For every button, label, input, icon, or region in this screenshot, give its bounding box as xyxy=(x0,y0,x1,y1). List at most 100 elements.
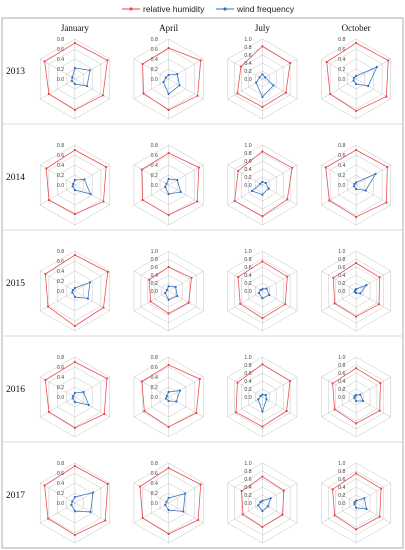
humidity-point xyxy=(285,409,288,413)
wind-point xyxy=(258,76,261,79)
humidity-point xyxy=(355,215,358,219)
year-label: 2013 xyxy=(6,67,25,77)
humidity-point xyxy=(239,302,242,305)
radar-panel: 0.8 0.6 0.4 0.2 0.0 xyxy=(321,37,392,120)
humidity-point xyxy=(355,422,358,425)
wind-point xyxy=(72,288,75,292)
humidity-point xyxy=(190,276,193,279)
radial-tick-label: 0.8 xyxy=(244,363,251,369)
radial-tick-label: 0.0 xyxy=(151,501,158,507)
wind-point xyxy=(178,84,181,87)
radial-tick-label: 0.6 xyxy=(57,153,64,159)
radial-tick-label: 0.6 xyxy=(244,265,251,271)
radial-tick-label: 0.4 xyxy=(151,57,158,63)
humidity-point xyxy=(261,105,264,109)
radial-tick-label: 0.0 xyxy=(338,289,345,295)
wind-point xyxy=(355,181,358,184)
radar-spoke xyxy=(40,78,75,100)
humidity-point xyxy=(379,381,382,385)
humidity-point xyxy=(378,515,381,518)
radar-panel: 1.0 0.8 0.6 0.4 0.2 0.0 xyxy=(227,143,298,226)
radial-tick-label: 0.4 xyxy=(151,481,158,487)
humidity-point xyxy=(47,198,51,202)
humidity-point xyxy=(44,378,47,382)
radial-tick-label: 0.4 xyxy=(244,61,251,67)
radar-spoke xyxy=(227,502,263,524)
radial-tick-label: 0.8 xyxy=(57,249,64,255)
wind-point xyxy=(174,285,177,289)
wind-point xyxy=(353,396,356,400)
radar-spoke xyxy=(356,502,391,524)
radar-panel: 0.8 0.6 0.4 0.2 0.0 xyxy=(39,461,110,544)
radar-spoke xyxy=(262,58,298,80)
radial-tick-label: 0.4 xyxy=(151,375,158,381)
radar-spoke xyxy=(74,164,110,186)
radar-spoke xyxy=(227,270,263,292)
humidity-series-line xyxy=(326,42,389,112)
radar-spoke xyxy=(321,270,357,292)
humidity-point xyxy=(104,519,107,522)
radial-tick-label: 0.0 xyxy=(57,289,64,295)
humidity-point xyxy=(106,59,109,62)
radar-spoke xyxy=(321,482,357,504)
radar-spoke xyxy=(321,502,357,524)
wind-point xyxy=(73,400,76,404)
humidity-point xyxy=(286,275,289,278)
radial-tick-label: 0.2 xyxy=(244,281,251,287)
radial-tick-label: 0.0 xyxy=(57,395,64,401)
wind-point xyxy=(176,178,179,182)
wind-point xyxy=(71,185,74,188)
wind-point xyxy=(359,292,362,295)
wind-point xyxy=(164,185,167,189)
radar-panel: 0.8 0.6 0.4 0.2 0.0 xyxy=(39,37,110,120)
humidity-point xyxy=(281,513,284,516)
radial-tick-label: 0.4 xyxy=(338,379,345,385)
radial-tick-label: 0.2 xyxy=(338,493,345,499)
wind-point xyxy=(73,178,76,182)
wind-point xyxy=(355,74,358,78)
radial-tick-label: 0.6 xyxy=(57,365,64,371)
radar-spoke xyxy=(133,58,169,80)
wind-point xyxy=(167,508,170,512)
radial-tick-label: 1.0 xyxy=(244,37,251,43)
wind-point xyxy=(89,510,92,514)
radar-spoke xyxy=(133,396,169,418)
radial-tick-label: 0.8 xyxy=(244,469,251,475)
radar-spoke xyxy=(321,164,357,186)
wind-point xyxy=(261,180,264,183)
wind-point xyxy=(165,182,168,185)
humidity-point xyxy=(286,198,289,201)
radial-tick-label: 0.4 xyxy=(244,273,251,279)
wind-point xyxy=(364,189,367,192)
humidity-point xyxy=(241,513,245,516)
radar-spoke xyxy=(40,58,75,80)
radar-spoke xyxy=(356,270,391,292)
radar-panel: 1.0 0.8 0.6 0.4 0.2 0.0 xyxy=(227,37,298,120)
radar-panel: 0.8 0.6 0.4 0.2 0.0 xyxy=(133,143,204,226)
radial-tick-label: 0.4 xyxy=(338,273,345,279)
wind-point xyxy=(164,291,167,295)
humidity-point xyxy=(73,41,76,45)
wind-point xyxy=(261,95,264,99)
humidity-point xyxy=(237,169,240,173)
radial-tick-label: 0.4 xyxy=(151,163,158,169)
humidity-point xyxy=(261,425,264,428)
radial-tick-label: 0.2 xyxy=(151,67,158,73)
humidity-point xyxy=(261,363,264,366)
legend-wind-label: wind frequency xyxy=(236,4,295,14)
humidity-point xyxy=(261,317,264,320)
wind-point xyxy=(184,492,187,495)
radar-panel: 1.0 0.8 0.6 0.4 0.2 0.0 xyxy=(227,461,298,544)
radar-spoke xyxy=(262,376,298,398)
radar-spoke xyxy=(262,78,298,100)
radial-tick-label: 0.6 xyxy=(244,477,251,483)
humidity-point xyxy=(380,487,383,490)
wind-point xyxy=(363,497,366,500)
radial-tick-label: 0.8 xyxy=(244,257,251,263)
wind-point xyxy=(88,69,92,72)
humidity-point xyxy=(73,464,76,468)
radial-tick-label: 0.0 xyxy=(244,395,251,401)
humidity-point xyxy=(284,91,287,94)
humidity-point xyxy=(355,472,358,475)
